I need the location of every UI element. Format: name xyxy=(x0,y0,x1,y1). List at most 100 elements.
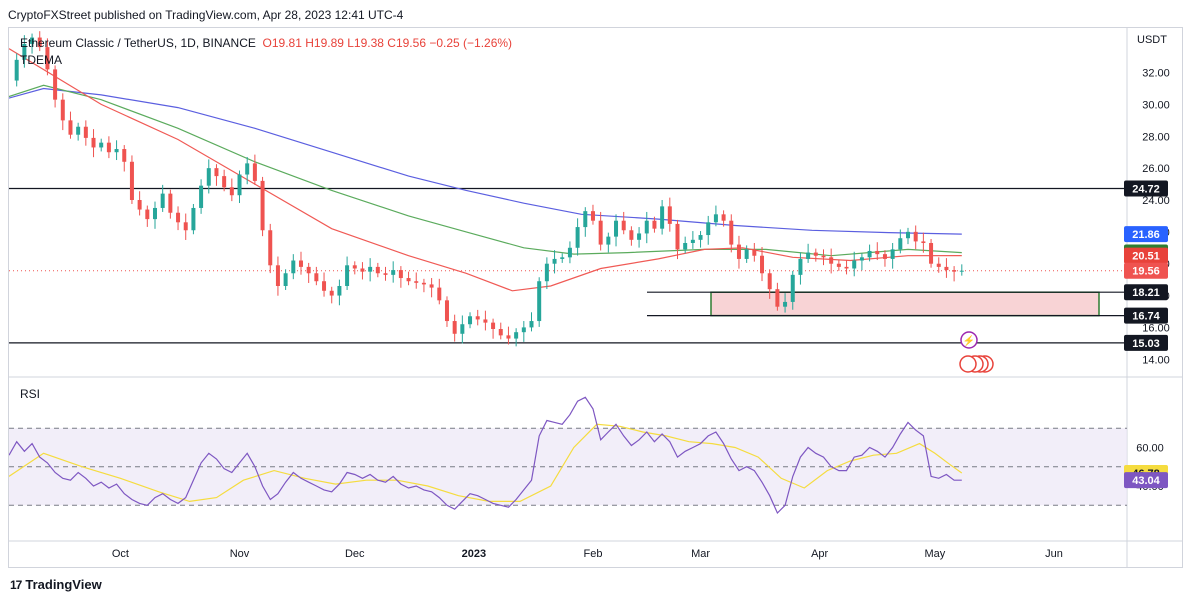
level-price-label-bg xyxy=(1124,284,1168,301)
candle-body xyxy=(345,265,350,286)
candle-body xyxy=(45,47,50,70)
candle-body xyxy=(468,316,473,325)
candle-body xyxy=(337,286,342,296)
candle-body xyxy=(91,137,96,148)
time-tick-label: Nov xyxy=(230,548,250,560)
ohlc-values: O19.81 H19.89 L19.38 C19.56 −0.25 (−1.26… xyxy=(262,36,513,50)
candle-body xyxy=(675,223,680,250)
candle-body xyxy=(606,236,611,245)
candle-body xyxy=(483,319,488,323)
candle-body xyxy=(614,220,619,237)
candle-body xyxy=(268,230,273,266)
currency-label: USDT xyxy=(1137,34,1167,46)
candle-body xyxy=(690,239,695,243)
footer-brand[interactable]: 17 TradingView xyxy=(10,577,102,592)
candle-body xyxy=(621,220,626,231)
price-tick-label: 16.00 xyxy=(1142,322,1170,334)
us-flag-event-icon xyxy=(959,355,977,373)
ema-price-label-bg xyxy=(1124,247,1168,264)
rsi-line xyxy=(9,396,962,515)
candle-body xyxy=(30,37,35,44)
candle-body xyxy=(637,233,642,240)
candle-body xyxy=(514,332,519,339)
candle-body xyxy=(429,284,434,288)
candle-body xyxy=(783,301,788,307)
demand-zone xyxy=(710,291,1100,317)
rsi-panel-title[interactable]: RSI xyxy=(20,387,41,401)
candle-body xyxy=(352,265,357,269)
level-price-label: 18.21 xyxy=(1132,287,1160,299)
level-price-label: 16.74 xyxy=(1132,311,1160,323)
candle-body xyxy=(736,244,741,259)
candle-body xyxy=(744,249,749,259)
candle-body xyxy=(329,290,334,296)
ema-price-label: 21.86 xyxy=(1132,229,1160,241)
candle-body xyxy=(391,270,396,275)
candle-body xyxy=(199,185,204,208)
time-tick-label: Feb xyxy=(583,548,602,560)
candle-body xyxy=(260,180,265,231)
candle-body xyxy=(760,255,765,274)
time-tick-label: Apr xyxy=(811,548,828,560)
candle-body xyxy=(859,257,864,261)
candle-body xyxy=(68,120,73,135)
candle-body xyxy=(882,254,887,259)
candle-body xyxy=(790,274,795,302)
current-price-label: 19.56 xyxy=(1132,266,1160,278)
level-price-label-bg xyxy=(1124,334,1168,351)
price-tick-label: 28.00 xyxy=(1142,131,1170,143)
candle-body xyxy=(298,260,303,267)
candle-body xyxy=(83,126,88,138)
candle-body xyxy=(567,247,572,258)
price-tick-label: 32.00 xyxy=(1142,68,1170,80)
candle-body xyxy=(683,243,688,250)
candle-body xyxy=(852,260,857,269)
indicator-legend[interactable]: TDEMA xyxy=(20,53,62,67)
candle-body xyxy=(521,327,526,333)
candle-body xyxy=(206,168,211,186)
candle-body xyxy=(590,211,595,221)
candle-body xyxy=(806,252,811,259)
candle-body xyxy=(667,206,672,224)
candle-body xyxy=(368,266,373,272)
candle-body xyxy=(191,207,196,231)
candle-body xyxy=(176,212,181,223)
candle-body xyxy=(729,220,734,245)
footer-brand-text: TradingView xyxy=(25,577,102,592)
candle-body xyxy=(421,282,426,285)
price-tick-label: 26.00 xyxy=(1142,163,1170,175)
candle-body xyxy=(798,258,803,275)
current-price-label-bg xyxy=(1124,262,1168,279)
level-price-label-bg xyxy=(1124,307,1168,324)
candle-body xyxy=(129,161,134,200)
candle-body xyxy=(437,287,442,301)
candle-body xyxy=(245,163,250,175)
time-tick-label: 2023 xyxy=(462,548,486,560)
level-price-label: 24.72 xyxy=(1132,184,1160,196)
candle-body xyxy=(53,69,58,100)
candle-body xyxy=(913,231,918,242)
price-tick-label: 24.00 xyxy=(1142,195,1170,207)
candle-body xyxy=(952,270,957,272)
candle-body xyxy=(229,187,234,196)
candle-body xyxy=(145,209,150,220)
tradingview-logo-icon: 17 xyxy=(10,577,22,592)
candle-body xyxy=(491,322,496,329)
time-tick-label: Mar xyxy=(691,548,710,560)
candle-body xyxy=(836,263,841,267)
candle-body xyxy=(306,266,311,274)
lightning-event-icon xyxy=(960,331,978,349)
candle-body xyxy=(160,193,165,208)
ema-50-line xyxy=(9,48,962,292)
symbol-legend[interactable]: Ethereum Classic / TetherUS, 1D, BINANCE… xyxy=(20,36,512,50)
candle-body xyxy=(537,281,542,322)
candle-body xyxy=(106,142,111,153)
candle-body xyxy=(560,257,565,259)
candle-body xyxy=(959,270,964,272)
candle-body xyxy=(598,220,603,245)
candle-body xyxy=(767,273,772,290)
candle-body xyxy=(529,321,534,328)
candle-body xyxy=(414,281,419,283)
candle-body xyxy=(844,266,849,269)
